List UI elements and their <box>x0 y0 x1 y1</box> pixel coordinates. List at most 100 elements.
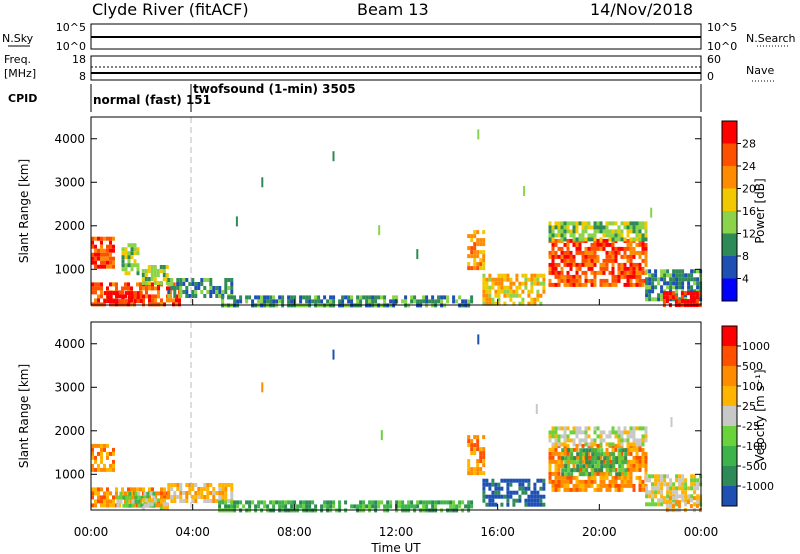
power-cell <box>596 238 600 243</box>
velocity-cell <box>197 487 201 491</box>
velocity-cell <box>575 430 579 435</box>
power-cell <box>521 301 525 306</box>
velocity-region-3 <box>141 498 169 511</box>
velocity-cell <box>473 443 477 448</box>
power-cell <box>503 273 507 278</box>
velocity-cell <box>609 464 613 469</box>
velocity-cell <box>629 479 633 484</box>
velocity-cell <box>663 478 667 483</box>
velocity-cell <box>134 491 138 496</box>
power-cell <box>566 254 570 259</box>
power-cell <box>470 266 474 271</box>
velocity-cell <box>548 463 552 468</box>
velocity-cell <box>100 487 103 492</box>
power-cell <box>97 294 100 299</box>
power-cell <box>497 301 501 306</box>
power-cell <box>575 282 579 287</box>
velocity-cell <box>566 451 570 456</box>
power-cell <box>620 229 624 234</box>
power-cell <box>410 299 414 304</box>
velocity-xlabel: Time UT <box>370 541 421 554</box>
power-scatter-point-0 <box>477 129 480 140</box>
power-cell <box>587 237 591 242</box>
power-cell <box>170 286 174 290</box>
freq-tick-bottom: 8 <box>79 70 86 83</box>
power-cell <box>209 282 213 286</box>
velocity-cell <box>518 478 522 483</box>
velocity-cell <box>590 483 594 488</box>
velocity-cell <box>443 500 447 505</box>
power-cell <box>329 295 333 300</box>
velocity-cell <box>684 482 688 487</box>
velocity-cell <box>215 491 219 495</box>
velocity-cell <box>97 443 100 448</box>
velocity-cell <box>608 442 612 447</box>
velocity-cell <box>278 504 282 509</box>
power-cell <box>660 297 664 302</box>
power-cell <box>109 240 112 245</box>
velocity-cell <box>127 499 130 504</box>
power-cell <box>467 266 471 271</box>
velocity-cell <box>566 479 570 484</box>
velocity-cell <box>599 438 603 443</box>
velocity-cell <box>618 472 622 477</box>
velocity-x-ticks: 00:00 04:00 08:00 12:00 16:00 20:00 00:00 <box>74 299 718 539</box>
power-cell <box>494 293 498 298</box>
power-cell <box>566 262 570 267</box>
power-cell <box>560 221 564 226</box>
power-cell <box>551 225 555 230</box>
velocity-cell <box>612 456 616 461</box>
power-cell <box>503 289 507 294</box>
power-colorbar-swatch-1 <box>722 256 737 279</box>
power-cell <box>506 289 510 294</box>
power-cell <box>690 269 694 274</box>
velocity-cell <box>560 451 564 456</box>
power-cell <box>130 295 134 300</box>
power-cell <box>127 263 131 268</box>
power-cell <box>470 246 474 251</box>
velocity-cell <box>374 504 378 509</box>
power-cell <box>521 281 525 286</box>
velocity-cell <box>584 438 588 443</box>
velocity-cell <box>121 487 124 492</box>
power-cell <box>551 254 555 259</box>
velocity-cell <box>106 455 109 460</box>
power-cell <box>194 290 198 294</box>
power-cell <box>641 225 645 230</box>
power-cell <box>500 285 504 290</box>
velocity-cell <box>572 475 576 480</box>
velocity-cell <box>137 495 141 500</box>
velocity-cell <box>224 495 228 499</box>
freq-panel: Freq. [MHz] 18 8 60 0 Nave <box>4 53 775 83</box>
power-cell <box>696 269 700 274</box>
velocity-cell <box>614 447 618 452</box>
power-cell <box>620 237 624 242</box>
velocity-cell <box>548 459 552 464</box>
power-cell <box>167 290 171 294</box>
velocity-cell <box>573 460 577 465</box>
power-cell <box>608 242 612 247</box>
power-cell <box>404 295 408 300</box>
velocity-cell <box>467 500 471 505</box>
power-cell <box>179 278 183 282</box>
power-cell <box>179 290 183 294</box>
velocity-cell <box>112 447 115 452</box>
power-cell <box>681 269 685 274</box>
power-region-10 <box>548 221 648 242</box>
velocity-cell <box>672 486 676 491</box>
power-cell <box>671 291 675 296</box>
velocity-cell <box>614 467 618 472</box>
power-cell <box>575 270 579 275</box>
velocity-cell <box>215 499 219 503</box>
power-cell <box>648 293 652 298</box>
power-cell <box>130 247 134 252</box>
power-cell <box>626 266 630 271</box>
power-cell <box>560 225 564 230</box>
power-cell <box>611 282 615 287</box>
power-cell <box>581 270 585 275</box>
velocity-cell <box>146 495 150 500</box>
velocity-cell <box>564 460 568 465</box>
power-cell <box>218 294 222 298</box>
velocity-cell <box>557 479 561 484</box>
power-cell <box>593 250 597 255</box>
